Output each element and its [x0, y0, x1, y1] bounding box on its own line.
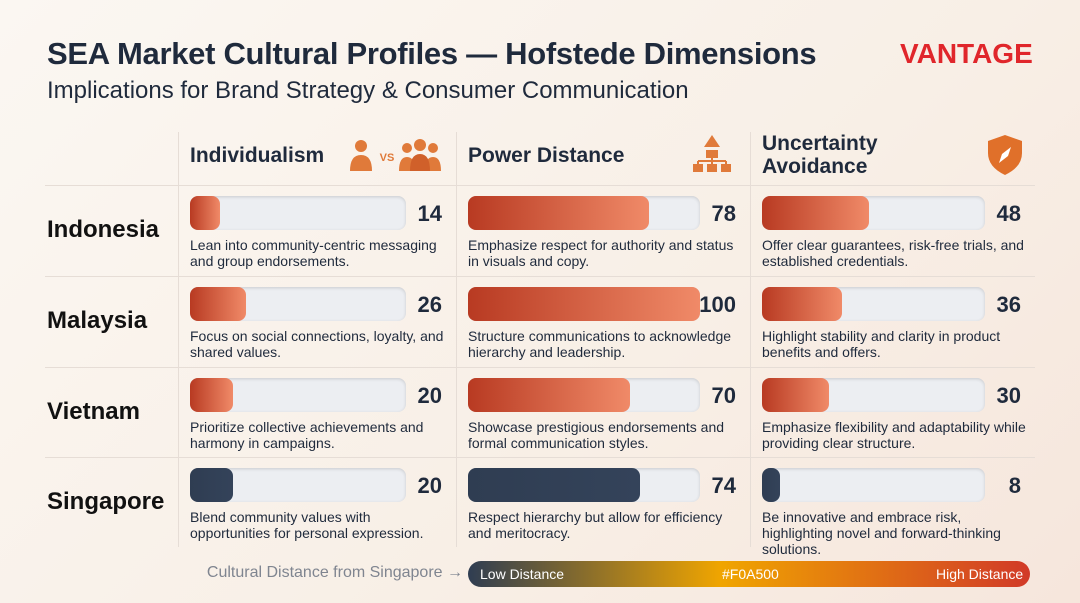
- value-label: 48: [996, 201, 1021, 226]
- value-label: 20: [417, 383, 442, 408]
- bar-track: [762, 468, 985, 502]
- bar: [762, 287, 843, 321]
- bar: [762, 196, 870, 230]
- title: SEA Market Cultural Profiles — Hofstede …: [47, 36, 817, 71]
- bar: [190, 287, 247, 321]
- bar: [468, 287, 700, 321]
- shield-icon: [988, 135, 1022, 175]
- value-label: 30: [996, 383, 1021, 408]
- legend-low: Low Distance: [480, 566, 565, 582]
- description: Emphasize flexibility and adaptability w…: [762, 419, 1026, 451]
- bar: [468, 378, 631, 412]
- value-label: 74: [711, 473, 736, 498]
- description: Emphasize respect for authority and stat…: [468, 237, 734, 269]
- individualism-icon: VS: [350, 139, 441, 171]
- row-divider: [45, 185, 1035, 186]
- svg-text:VS: VS: [380, 152, 395, 164]
- row-divider: [45, 457, 1035, 458]
- column-header: Individualism: [190, 144, 325, 167]
- country-label: Malaysia: [47, 307, 148, 334]
- bar-track: [468, 287, 700, 321]
- legend-label: Cultural Distance from Singapore →: [206, 564, 463, 581]
- description: Blend community values with opportunitie…: [190, 509, 424, 541]
- row-divider: [45, 367, 1035, 368]
- bar: [190, 378, 234, 412]
- row-divider: [45, 276, 1035, 277]
- description: Structure communications to acknowledge …: [468, 328, 732, 360]
- value-label: 26: [417, 292, 442, 317]
- bar-track: [190, 287, 406, 321]
- bar-track: [762, 287, 985, 321]
- value-label: 14: [417, 201, 442, 226]
- column-divider: [178, 132, 179, 547]
- bar-track: [468, 196, 700, 230]
- description: Highlight stability and clarity in produ…: [762, 328, 1001, 360]
- bar: [190, 196, 221, 230]
- bar-track: [190, 468, 406, 502]
- power-icon: [693, 135, 731, 172]
- description: Lean into community-centric messaging an…: [190, 237, 437, 269]
- description: Be innovative and embrace risk, highligh…: [762, 509, 1001, 557]
- column-header: Uncertainty Avoidance: [762, 132, 878, 178]
- legend-high: High Distance: [936, 566, 1024, 582]
- bar-track: [762, 196, 985, 230]
- country-label: Vietnam: [47, 398, 140, 425]
- bar-track: [190, 196, 406, 230]
- bar-track: [468, 468, 700, 502]
- column-divider: [750, 132, 751, 547]
- value-label: 70: [711, 383, 736, 408]
- legend-mid: #F0A500: [722, 566, 779, 582]
- bar: [468, 196, 649, 230]
- bar: [190, 468, 234, 502]
- bar: [762, 378, 829, 412]
- subtitle: Implications for Brand Strategy & Consum…: [47, 77, 689, 104]
- value-label: 36: [996, 292, 1021, 317]
- description: Respect hierarchy but allow for efficien…: [468, 509, 723, 541]
- bar-track: [190, 378, 406, 412]
- legend-bar: [468, 561, 1030, 587]
- description: Offer clear guarantees, risk-free trials…: [762, 237, 1024, 269]
- country-label: Indonesia: [47, 216, 160, 243]
- country-label: Singapore: [47, 488, 165, 515]
- bar-track: [762, 378, 985, 412]
- column-header: Power Distance: [468, 144, 625, 167]
- brand: VANTAGE: [900, 38, 1033, 69]
- bar-track: [468, 378, 700, 412]
- description: Prioritize collective achievements and h…: [190, 419, 424, 451]
- value-label: 20: [417, 473, 442, 498]
- value-label: 100: [699, 292, 736, 317]
- description: Showcase prestigious endorsements and fo…: [468, 419, 725, 451]
- bar: [762, 468, 780, 502]
- description: Focus on social connections, loyalty, an…: [190, 328, 444, 360]
- column-divider: [456, 132, 457, 547]
- bar: [468, 468, 640, 502]
- value-label: 8: [1008, 473, 1021, 498]
- value-label: 78: [711, 201, 736, 226]
